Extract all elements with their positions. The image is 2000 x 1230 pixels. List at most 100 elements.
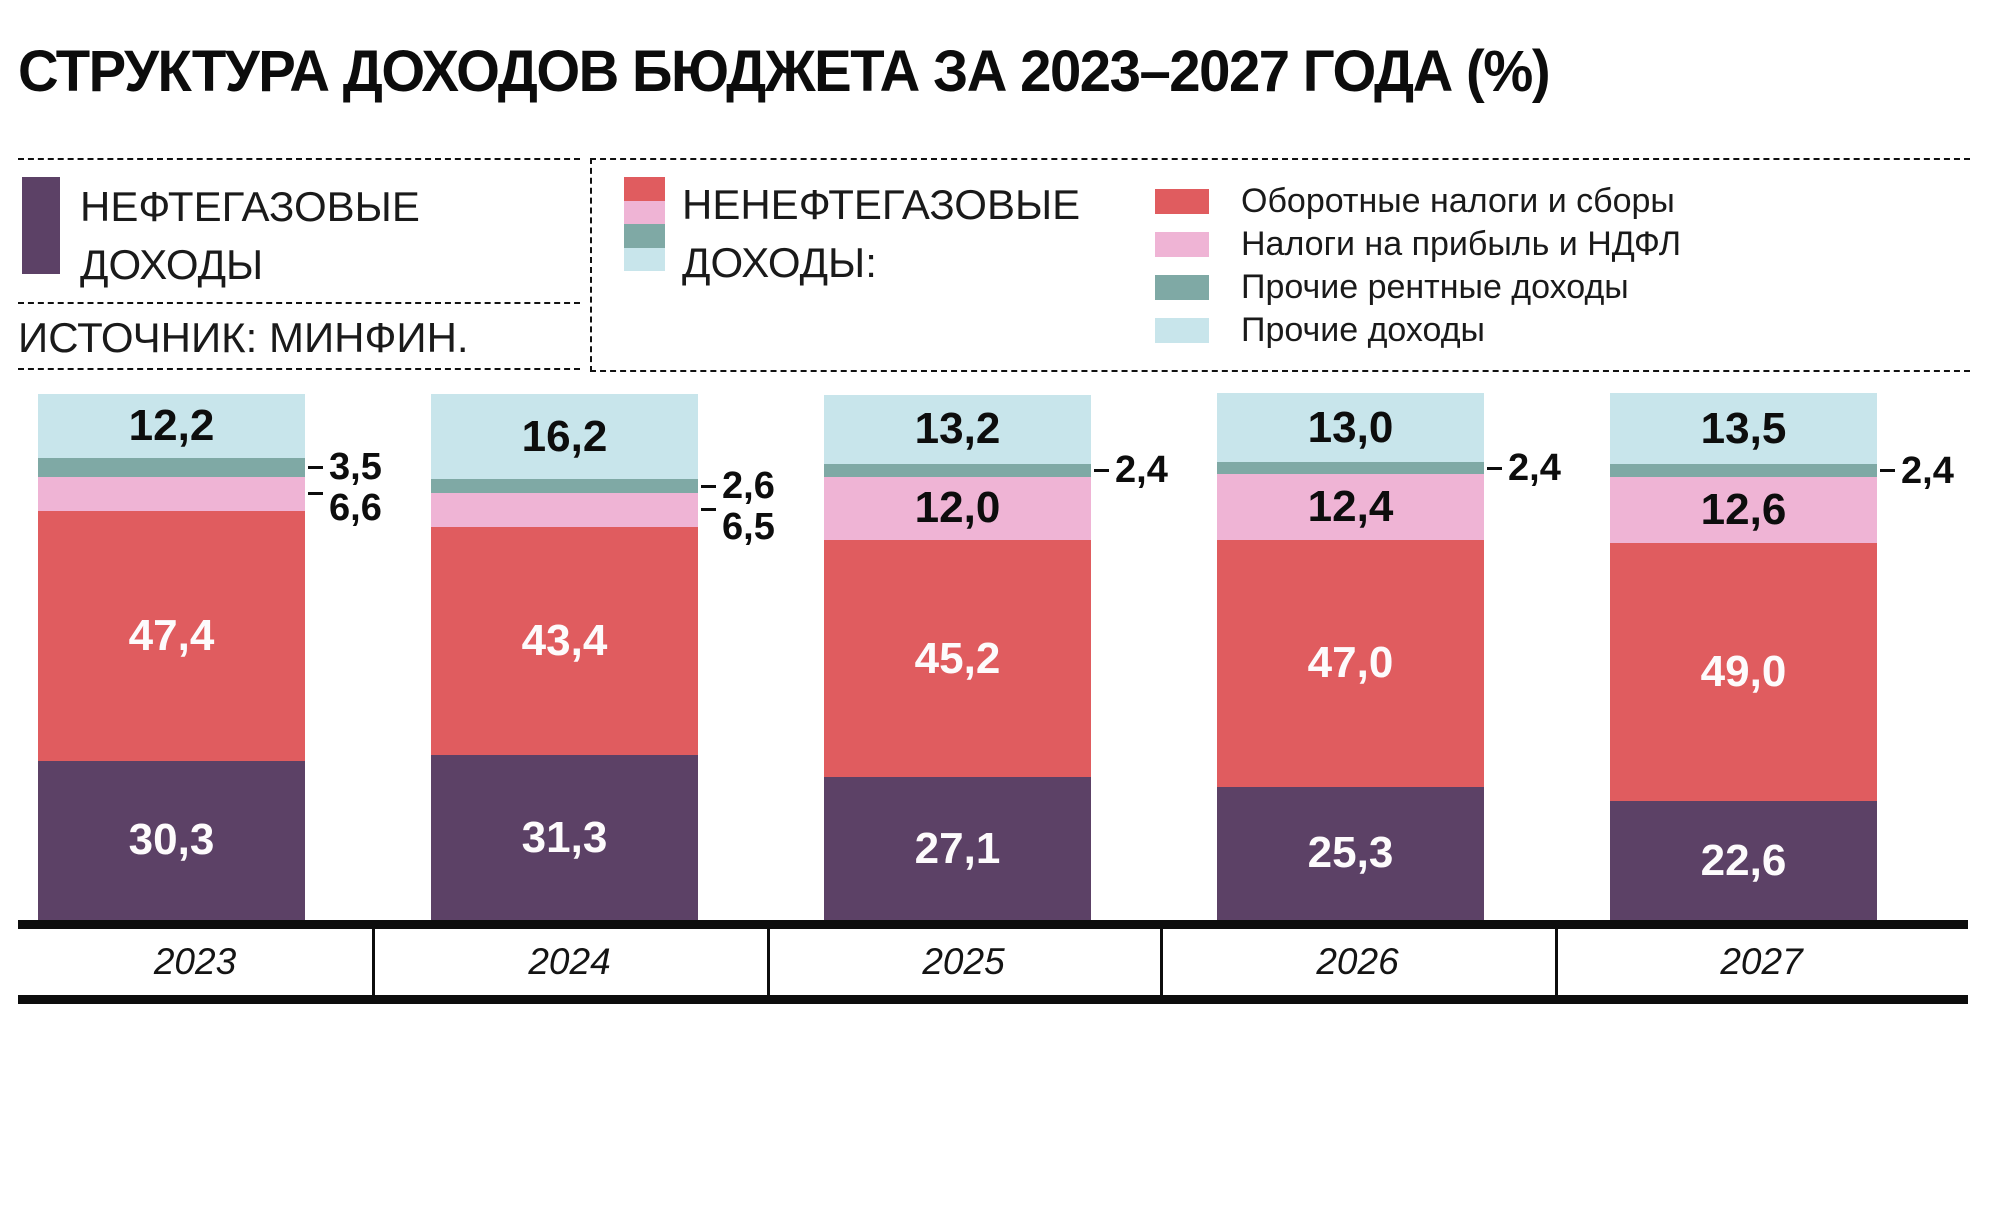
year-cell: 2023	[18, 929, 372, 995]
year-cell: 2024	[372, 929, 767, 995]
legend-item-label: Налоги на прибыль и НДФЛ	[1241, 225, 1682, 263]
nonoil-stacked-swatch	[624, 177, 665, 271]
legend-item: Налоги на прибыль и НДФЛ	[1155, 225, 1681, 263]
segment-value-label: 12,0	[914, 483, 1001, 533]
segment-value-label: 45,2	[914, 633, 1001, 683]
callout-tick	[308, 492, 323, 496]
year-cell: 2025	[767, 929, 1160, 995]
legend-item-label: Прочие рентные доходы	[1241, 268, 1629, 306]
legend-item: Прочие доходы	[1155, 311, 1681, 349]
callout-value-label: 2,4	[1901, 449, 1954, 492]
callout-value-label: 6,6	[329, 487, 382, 530]
source-label: ИСТОЧНИК: МИНФИН.	[18, 314, 469, 361]
legend-item: Прочие рентные доходы	[1155, 268, 1681, 306]
oil-revenues-swatch	[22, 177, 60, 274]
bar-segment-oil	[1610, 801, 1877, 920]
bar-segment-profit	[38, 476, 305, 512]
segment-value-label: 43,4	[521, 616, 608, 666]
callout-tick	[1880, 469, 1895, 473]
bar-segment-profit	[824, 476, 1091, 540]
bar-segment-profit	[1217, 474, 1484, 540]
legend-oil-box: НЕФТЕГАЗОВЫЕ ДОХОДЫ	[18, 158, 580, 304]
callout-value-label: 2,6	[722, 465, 775, 508]
year-cell: 2026	[1160, 929, 1555, 995]
bar-segment-rent	[1610, 464, 1877, 478]
callout-tick	[701, 484, 716, 488]
bar-segment-other	[1610, 393, 1877, 465]
bar-segment-turnover	[38, 511, 305, 761]
bar-segment-oil	[1217, 786, 1484, 920]
year-cell-divider	[1160, 929, 1163, 995]
bar-segment-other	[431, 394, 698, 480]
year-cell: 2027	[1555, 929, 1968, 995]
profit-legend-swatch	[1155, 232, 1209, 257]
callout-value-label: 3,5	[329, 446, 382, 489]
year-label: 2027	[1720, 941, 1803, 982]
other-legend-swatch	[1155, 318, 1209, 343]
page-title: СТРУКТУРА ДОХОДОВ БЮДЖЕТА ЗА 2023–2027 Г…	[18, 39, 1551, 104]
nonoil-revenues-label: НЕНЕФТЕГАЗОВЫЕ ДОХОДЫ:	[682, 181, 1081, 286]
year-cell-divider	[1555, 929, 1558, 995]
bar-segment-oil	[38, 760, 305, 920]
segment-value-label: 25,3	[1307, 828, 1394, 878]
legend-item-label: Прочие доходы	[1241, 311, 1485, 349]
callout-tick	[308, 465, 323, 469]
legend-item: Оборотные налоги и сборы	[1155, 182, 1681, 220]
callout-value-label: 2,4	[1115, 449, 1168, 492]
legend-nonoil-box: НЕНЕФТЕГАЗОВЫЕ ДОХОДЫ: Оборотные налоги …	[590, 158, 1970, 372]
bar-segment-oil	[824, 777, 1091, 920]
callout-value-label: 2,4	[1508, 447, 1561, 490]
bar-segment-rent	[431, 479, 698, 493]
callout-value-label: 6,5	[722, 506, 775, 549]
rent-legend-swatch	[1155, 275, 1209, 300]
bar-segment-rent	[824, 463, 1091, 477]
segment-value-label: 12,4	[1307, 482, 1394, 532]
bar-segment-rent	[1217, 461, 1484, 475]
segment-value-label: 31,3	[521, 812, 608, 862]
year-label: 2024	[528, 941, 611, 982]
segment-value-label: 13,2	[914, 404, 1001, 454]
segment-value-label: 13,0	[1307, 402, 1394, 452]
segment-value-label: 27,1	[914, 823, 1001, 873]
year-label: 2023	[153, 941, 237, 982]
year-label: 2026	[1316, 941, 1399, 982]
bar-segment-turnover	[1217, 539, 1484, 787]
segment-value-label: 16,2	[521, 411, 608, 461]
source-box: ИСТОЧНИК: МИНФИН.	[18, 300, 580, 370]
profit-swatch-segment	[624, 200, 665, 224]
axis-bottom-line	[18, 995, 1968, 1004]
callout-tick	[1487, 466, 1502, 470]
bar-segment-profit	[1610, 477, 1877, 544]
legend-item-label: Оборотные налоги и сборы	[1241, 182, 1675, 220]
turnover-legend-swatch	[1155, 189, 1209, 214]
axis-top-line	[18, 920, 1968, 929]
bar-segment-oil	[431, 755, 698, 920]
bar-segment-turnover	[1610, 543, 1877, 802]
year-cell-divider	[372, 929, 375, 995]
segment-value-label: 30,3	[128, 815, 215, 865]
segment-value-label: 22,6	[1700, 835, 1787, 885]
segment-value-label: 49,0	[1700, 647, 1787, 697]
segment-value-label: 12,2	[128, 401, 215, 451]
other-swatch-segment	[624, 247, 665, 271]
bar-segment-other	[38, 394, 305, 459]
bar-segment-turnover	[431, 527, 698, 756]
turnover-swatch-segment	[624, 177, 665, 201]
callout-tick	[1094, 468, 1109, 472]
rent-swatch-segment	[624, 224, 665, 248]
legend-items: Оборотные налоги и сборы Налоги на прибыл…	[1155, 182, 1681, 349]
segment-value-label: 13,5	[1700, 403, 1787, 453]
bar-segment-rent	[38, 458, 305, 477]
segment-value-label: 47,4	[128, 610, 215, 660]
bar-segment-other	[824, 394, 1091, 464]
callout-tick	[701, 508, 716, 512]
oil-revenues-label: НЕФТЕГАЗОВЫЕ ДОХОДЫ	[80, 183, 420, 288]
year-label: 2025	[922, 941, 1005, 982]
segment-value-label: 12,6	[1700, 485, 1787, 535]
bar-segment-other	[1217, 393, 1484, 462]
bar-segment-turnover	[824, 539, 1091, 778]
bar-segment-profit	[431, 492, 698, 528]
segment-value-label: 47,0	[1307, 638, 1394, 688]
